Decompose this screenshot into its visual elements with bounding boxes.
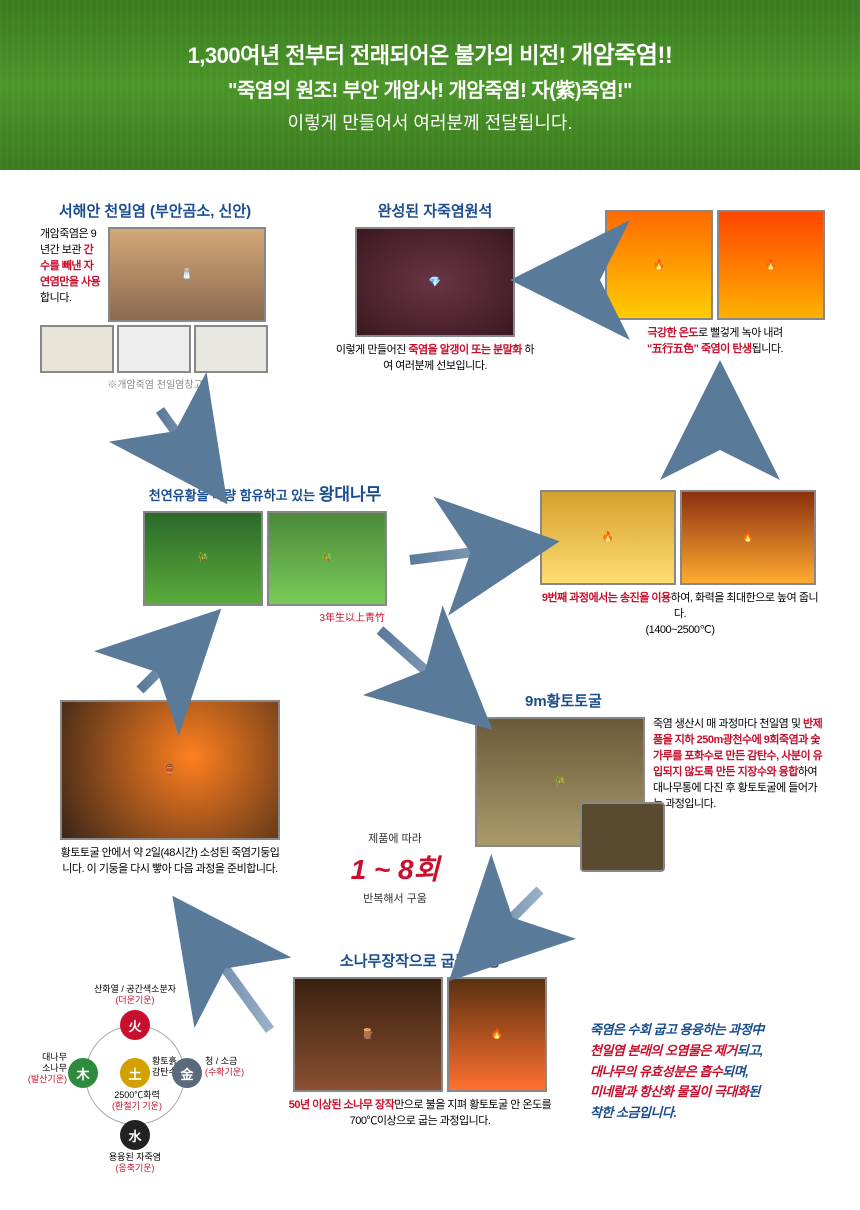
cycle-top-label: 산화열 / 공간색소분자(더운기운) [80, 984, 190, 1006]
step1-photo-4 [194, 325, 268, 373]
metal-node: 金 [172, 1058, 202, 1088]
step-loess-cave: 9m황토토굴 🎋 죽염 생산시 매 과정마다 천일염 및 반제품을 지하 250… [475, 690, 835, 847]
banner-text-1a: 1,300여년 전부터 전래되어온 불가의 비전! [188, 43, 572, 68]
melt-photo-1: 🔥 [605, 210, 713, 320]
kiln-photo: 🏺 [60, 700, 280, 840]
bamboo-photo-2: 🎋 [267, 511, 387, 606]
banner-line1: 1,300여년 전부터 전래되어온 불가의 비전! 개암죽염!! [188, 35, 673, 70]
bamboo-note: 3年生以上靑竹 [130, 609, 400, 624]
repeat-big: 1 ~ 8회 [335, 848, 455, 888]
cave-title: 9m황토토굴 [525, 690, 835, 711]
kiln-caption: 황토토굴 안에서 약 2일(48시간) 소성된 죽염기둥입니다. 이 기둥을 다… [60, 846, 280, 878]
repeat-bottom: 반복해서 구움 [335, 890, 455, 906]
fire-node: 火 [120, 1010, 150, 1040]
step-pine-fire: 소나무장작으로 굽는 과정 🪵 🔥 50년 이상된 소나무 장작만으로 불을 지… [280, 950, 560, 1130]
pine-caption: 50년 이상된 소나무 장작만으로 불을 지펴 황토토굴 안 온도를 700℃이… [280, 1098, 560, 1130]
five-elements-cycle: 산화열 / 공간색소분자(더운기운) 火 木 대나무소나무(발산기운) 土 25… [30, 990, 240, 1170]
banner-line2: "죽염의 원조! 부안 개암사! 개암죽염! 자(紫)죽염!" [228, 74, 632, 103]
banner-text-1b: 개암죽염!! [571, 42, 672, 69]
melt-photo-2: 🔥 [717, 210, 825, 320]
repeat-top: 제품에 따라 [335, 830, 455, 846]
wood-label: 대나무소나무(발산기운) [25, 1052, 67, 1084]
final-photo: 💎 [355, 227, 515, 337]
summary-text: 죽염은 수회 굽고 용융하는 과정中 천일염 본래의 오염물은 제거되고, 대나… [590, 1020, 840, 1124]
cave-photo-2 [580, 802, 665, 872]
final-title: 완성된 자죽염원석 [335, 200, 535, 221]
earth-node: 土 [120, 1058, 150, 1088]
repeat-label: 제품에 따라 1 ~ 8회 반복해서 구움 [335, 830, 455, 906]
pine-title: 소나무장작으로 굽는 과정 [280, 950, 560, 971]
wood-node: 木 [68, 1058, 98, 1088]
step-melt: 🔥 🔥 극강한 온도로 뻘겋게 녹아 내려 "五行五色" 죽염이 탄생됩니다. [605, 210, 825, 358]
fire9-caption: 9번째 과정에서는 송진을 이용하여, 화력을 최대한으로 높여 줍니다. (1… [540, 591, 820, 639]
step1-title: 서해안 천일염 (부안곰소, 신안) [40, 200, 270, 221]
pine-photo-1: 🪵 [293, 977, 443, 1092]
step-ninth-fire: 🔥 🔥 9번째 과정에서는 송진을 이용하여, 화력을 최대한으로 높여 줍니다… [540, 490, 820, 639]
step-sea-salt: 서해안 천일염 (부안곰소, 신안) 개암죽염은 9년간 보관 간수를 빼낸 자… [40, 200, 270, 391]
banner-line3: 이렇게 만들어서 여러분께 전달됩니다. [288, 109, 573, 135]
final-caption: 이렇게 만들어진 죽염을 알갱이 또는 분말화 하여 여러분께 선보입니다. [335, 343, 535, 375]
step1-photo-3 [117, 325, 191, 373]
step1-photo-2 [40, 325, 114, 373]
cave-caption: 죽염 생산시 매 과정마다 천일염 및 반제품을 지하 250m광천수에 9회죽… [653, 717, 823, 847]
fire9-photo-1: 🔥 [540, 490, 676, 585]
metal-label: 청 / 소금(수확기운) [205, 1056, 255, 1078]
bamboo-title: 천연유황을 다량 함유하고 있는 왕대나무 [130, 480, 400, 505]
melt-caption: 극강한 온도로 뻘겋게 녹아 내려 "五行五色" 죽염이 탄생됩니다. [605, 326, 825, 358]
hero-banner: 1,300여년 전부터 전래되어온 불가의 비전! 개암죽염!! "죽염의 원조… [0, 0, 860, 170]
process-diagram: 서해안 천일염 (부안곰소, 신안) 개암죽염은 9년간 보관 간수를 빼낸 자… [0, 170, 860, 1210]
water-node: 水 [120, 1120, 150, 1150]
step-kiln-columns: 🏺 황토토굴 안에서 약 2일(48시간) 소성된 죽염기둥입니다. 이 기둥을… [60, 700, 280, 878]
water-label: 용융된 자죽염(응축기운) [90, 1152, 180, 1174]
fire9-photo-2: 🔥 [680, 490, 816, 585]
step1-photo: 🧂 [108, 227, 266, 322]
step-bamboo: 천연유황을 다량 함유하고 있는 왕대나무 🎋 🎋 3年生以上靑竹 [130, 480, 400, 624]
step1-note: ※개암죽염 천일염창고 [40, 376, 270, 391]
bamboo-photo-1: 🎋 [143, 511, 263, 606]
earth-label: 2500℃화력(환절기 기운) [92, 1090, 182, 1112]
pine-photo-2: 🔥 [447, 977, 547, 1092]
step-final-ore: 완성된 자죽염원석 💎 이렇게 만들어진 죽염을 알갱이 또는 분말화 하여 여… [335, 200, 535, 375]
step1-caption: 개암죽염은 9년간 보관 간수를 빼낸 자연염만을 사용합니다. [40, 227, 102, 322]
